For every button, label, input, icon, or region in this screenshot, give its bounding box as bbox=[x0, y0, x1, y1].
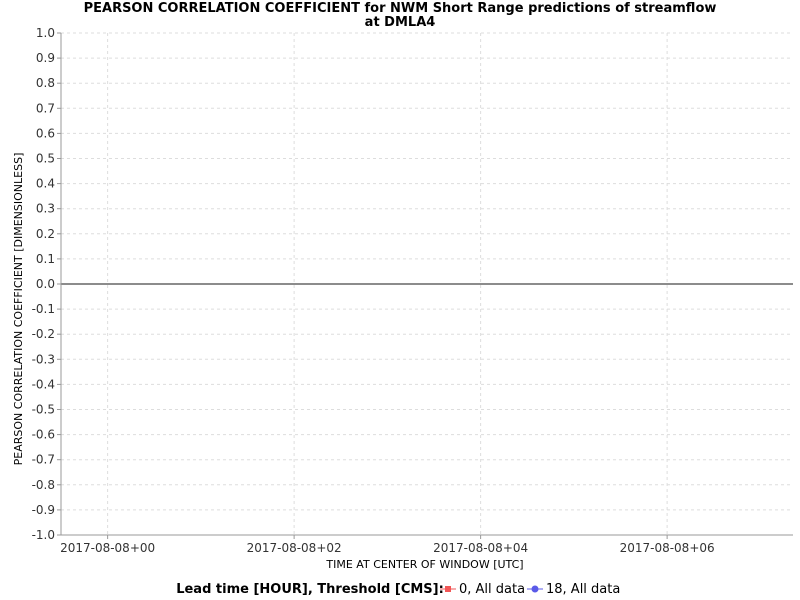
y-tick-label: 0.6 bbox=[36, 126, 55, 140]
x-axis: 2017-08-08+00 2017-08-08+02 2017-08-08+04 2… bbox=[60, 535, 715, 555]
y-tick-label: -0.1 bbox=[32, 302, 55, 316]
y-tick-label: 0.4 bbox=[36, 177, 55, 191]
y-tick-label: -0.6 bbox=[32, 428, 55, 442]
legend-marker-0-square-icon bbox=[445, 586, 451, 592]
y-tick-label: -0.3 bbox=[32, 352, 55, 366]
y-tick-label: -0.2 bbox=[32, 327, 55, 341]
y-tick-label: -1.0 bbox=[32, 528, 55, 542]
y-tick-label: -0.4 bbox=[32, 377, 55, 391]
y-axis: 1.0 0.9 0.8 0.7 0.6 0.5 0.4 0.3 0.2 0.1 0.0 -0.1 -0.… bbox=[32, 26, 61, 542]
x-tick-label: 2017-08-08+02 bbox=[247, 541, 342, 555]
chart-title-line-2: at DMLA4 bbox=[365, 15, 436, 30]
y-axis-label: PEARSON CORRELATION COEFFICIENT [DIMENSI… bbox=[12, 153, 25, 466]
y-tick-label: 0.1 bbox=[36, 252, 55, 266]
legend-label-0: 0, All data bbox=[459, 582, 525, 597]
chart-title-line-1: PEARSON CORRELATION COEFFICIENT for NWM … bbox=[84, 1, 717, 16]
y-tick-label: -0.8 bbox=[32, 478, 55, 492]
y-tick-label: 0.2 bbox=[36, 227, 55, 241]
y-tick-label: 0.0 bbox=[36, 277, 55, 291]
y-tick-label: 0.5 bbox=[36, 152, 55, 166]
y-tick-label: -0.9 bbox=[32, 503, 55, 517]
x-tick-label: 2017-08-08+00 bbox=[60, 541, 155, 555]
y-tick-label: 0.8 bbox=[36, 76, 55, 90]
legend-title: Lead time [HOUR], Threshold [CMS]: bbox=[176, 582, 444, 597]
legend: Lead time [HOUR], Threshold [CMS]: 0, Al… bbox=[176, 582, 620, 597]
y-tick-label: -0.7 bbox=[32, 453, 55, 467]
legend-marker-1-circle-icon bbox=[531, 585, 539, 593]
y-tick-label: 0.3 bbox=[36, 202, 55, 216]
x-tick-label: 2017-08-08+04 bbox=[433, 541, 528, 555]
legend-label-1: 18, All data bbox=[546, 582, 620, 597]
y-tick-label: 0.7 bbox=[36, 101, 55, 115]
y-tick-label: 0.9 bbox=[36, 51, 55, 65]
x-axis-label: TIME AT CENTER OF WINDOW [UTC] bbox=[325, 558, 523, 571]
y-tick-label: 1.0 bbox=[36, 26, 55, 40]
y-tick-label: -0.5 bbox=[32, 403, 55, 417]
x-tick-label: 2017-08-08+06 bbox=[620, 541, 715, 555]
legend-item-1: 18, All data bbox=[527, 582, 620, 597]
legend-item-0: 0, All data bbox=[440, 582, 525, 597]
